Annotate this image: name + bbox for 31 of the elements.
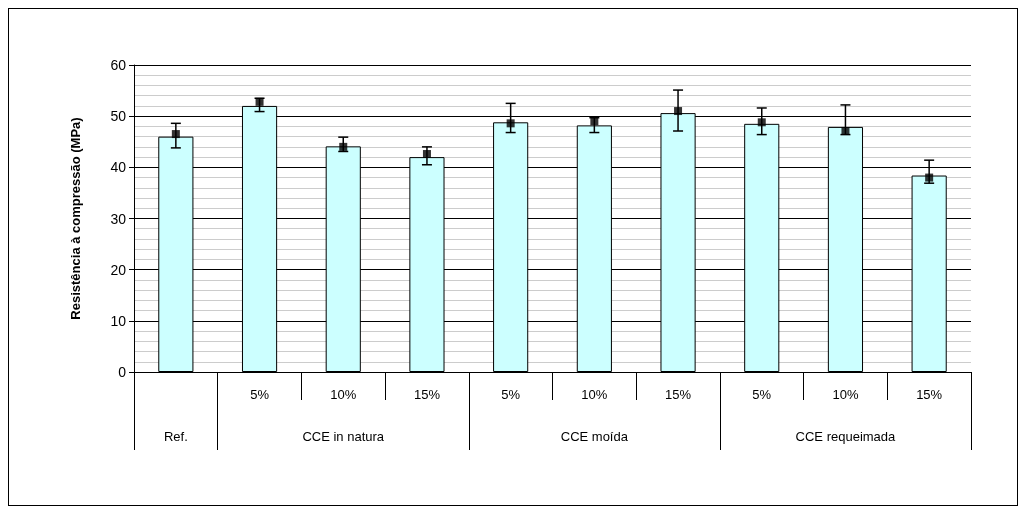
y-tick-label: 50	[110, 108, 127, 125]
text: Ref.	[163, 429, 188, 444]
y-tick-label: 30	[110, 210, 127, 227]
text: CCE moída	[560, 429, 629, 444]
y-tick-label: 0	[118, 364, 127, 380]
text: CCE in natura	[302, 429, 385, 444]
point	[590, 117, 599, 126]
y-tick-label: 60	[110, 57, 127, 73]
point	[422, 150, 431, 159]
x-tick-label: 5%	[501, 387, 521, 402]
y-axis-title: Resistência à compressão (MPa)	[68, 117, 83, 320]
x-tick-label: 10%	[832, 387, 859, 402]
x-tick-label: 10%	[330, 387, 357, 402]
x-tick-label: 15%	[413, 387, 441, 402]
point	[506, 119, 515, 128]
point	[674, 107, 683, 116]
x-tick-label: 5%	[752, 387, 772, 402]
text: CCE requeimada	[795, 429, 897, 444]
point	[171, 130, 180, 139]
point	[757, 118, 766, 127]
point	[925, 173, 934, 182]
x-tick-label: 10%	[581, 387, 608, 402]
point	[255, 97, 264, 106]
y-tick-label: 40	[110, 159, 127, 176]
x-tick-label: 15%	[916, 387, 943, 402]
point	[841, 127, 850, 135]
x-tick-label: 15%	[665, 387, 692, 402]
point	[339, 142, 348, 151]
x-tick-label: 5%	[250, 387, 270, 402]
y-tick-label: 10	[110, 312, 127, 329]
y-tick-label: 20	[110, 261, 127, 278]
